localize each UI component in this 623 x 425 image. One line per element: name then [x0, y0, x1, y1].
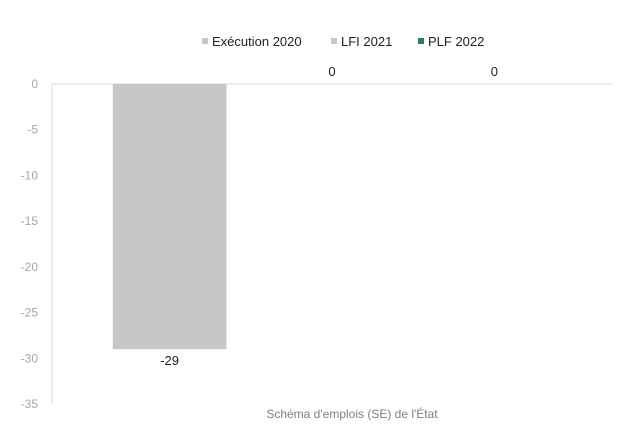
y-tick-label: 0	[31, 77, 38, 91]
y-tick-label: -20	[21, 260, 39, 274]
plot-area: -29 0 0	[52, 64, 612, 368]
y-tick-label: -10	[21, 168, 39, 182]
y-tick-label: -30	[21, 351, 39, 365]
y-tick-label: -25	[21, 306, 39, 320]
data-label: -29	[160, 353, 179, 368]
legend: Exécution 2020 LFI 2021 PLF 2022	[202, 34, 484, 49]
bar-0	[112, 84, 227, 350]
legend-label: Exécution 2020	[212, 34, 302, 49]
data-label: 0	[328, 64, 335, 79]
y-axis: 0 -5 -10 -15 -20 -25 -30 -35	[21, 77, 53, 411]
legend-swatch	[418, 38, 424, 44]
legend-swatch	[202, 38, 208, 44]
data-label: 0	[491, 64, 498, 79]
y-tick-label: -5	[27, 123, 38, 137]
legend-label: LFI 2021	[341, 34, 392, 49]
y-tick-label: -35	[21, 397, 39, 411]
legend-swatch	[331, 38, 337, 44]
x-category-label: Schéma d'emplois (SE) de l'État	[266, 406, 438, 421]
x-axis: Schéma d'emplois (SE) de l'État	[266, 406, 438, 421]
y-tick-label: -15	[21, 214, 39, 228]
legend-label: PLF 2022	[428, 34, 484, 49]
